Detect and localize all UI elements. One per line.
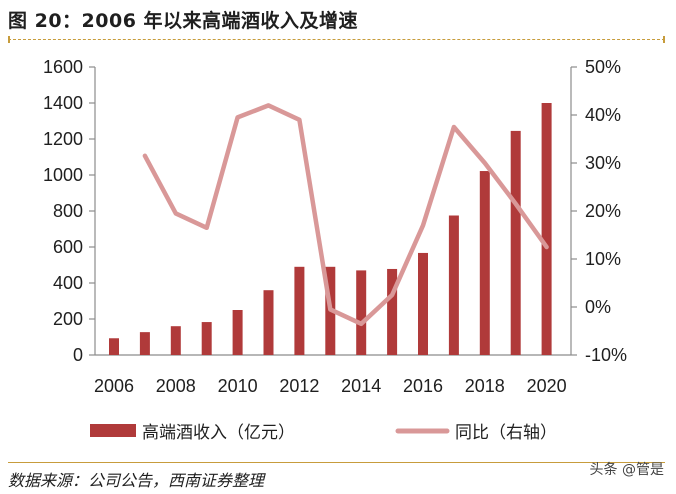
left-tick-label: 1200: [43, 129, 83, 149]
left-tick-label: 400: [53, 273, 83, 293]
legend: 高端酒收入（亿元） 同比（右轴）: [90, 423, 557, 443]
figure-title: 图 20：2006 年以来高端酒收入及增速: [8, 10, 359, 32]
revenue-bar: [294, 266, 305, 355]
title-rule-cap-right: [663, 36, 665, 43]
right-tick-label: 40%: [585, 105, 621, 125]
x-tick-label: 2016: [403, 376, 443, 396]
legend-bar-label: 高端酒收入（亿元）: [142, 423, 295, 443]
source-note: 数据来源：公司公告，西南证券整理: [8, 471, 265, 490]
left-tick-label: 1600: [43, 57, 83, 77]
right-tick-label: 20%: [585, 201, 621, 221]
revenue-bar: [387, 268, 398, 355]
right-tick-label: 30%: [585, 153, 621, 173]
right-tick-label: -10%: [585, 345, 627, 365]
revenue-bar: [448, 215, 459, 355]
left-y-axis: 1600 1400 1200 1000 800 600 400 200 0: [43, 57, 96, 365]
revenue-bar: [418, 252, 428, 355]
revenue-bar: [139, 332, 150, 355]
left-tick-label: 1400: [43, 93, 83, 113]
left-tick-label: 800: [53, 201, 83, 221]
x-tick-label: 2010: [218, 376, 258, 396]
footer-divider: [8, 462, 665, 463]
left-tick-label: 600: [53, 237, 83, 257]
legend-bar-swatch: [90, 424, 136, 437]
x-tick-label: 2014: [341, 376, 381, 396]
left-tick-label: 200: [53, 309, 83, 329]
right-tick-label: 0%: [585, 297, 611, 317]
revenue-bar: [109, 338, 119, 355]
x-tick-label: 2018: [465, 376, 505, 396]
legend-line-label: 同比（右轴）: [455, 423, 557, 443]
x-tick-label: 2006: [94, 376, 134, 396]
revenue-bar: [170, 326, 181, 355]
growth-line: [142, 103, 549, 327]
growth-line-path: [142, 103, 549, 327]
revenue-bar: [263, 290, 274, 355]
x-tick-label: 2008: [156, 376, 196, 396]
left-tick-label: 1000: [43, 165, 83, 185]
revenue-bar: [541, 103, 552, 355]
title-divider: [8, 39, 665, 40]
left-tick-label: 0: [73, 345, 83, 365]
revenue-bars: [109, 103, 552, 355]
right-y-axis: 50% 40% 30% 20% 10% 0% -10%: [570, 57, 627, 365]
right-tick-label: 10%: [585, 249, 621, 269]
revenue-bar: [510, 130, 521, 355]
revenue-bar: [479, 171, 490, 355]
x-axis: 2006 2008 2010 2012 2014 2016 2018 2020: [94, 354, 571, 396]
revenue-bar: [201, 322, 212, 355]
x-tick-label: 2020: [527, 376, 567, 396]
right-tick-label: 50%: [585, 57, 621, 77]
watermark: 头条 @管是: [589, 462, 664, 478]
revenue-bar: [356, 270, 367, 355]
revenue-bar: [232, 310, 243, 355]
x-tick-label: 2012: [279, 376, 319, 396]
